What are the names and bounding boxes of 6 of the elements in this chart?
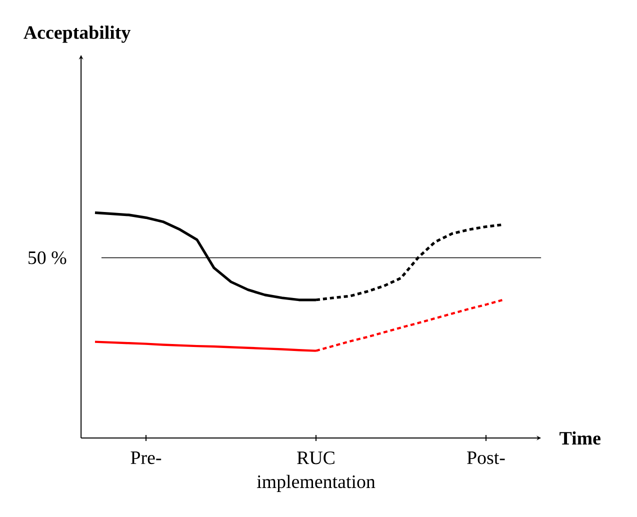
x-tick-label: RUC implementation <box>256 452 376 492</box>
x-tick-label: Post- <box>467 452 505 464</box>
chart-title: Acceptability <box>24 26 131 43</box>
x-tick-label: Pre- <box>130 452 162 464</box>
x-axis-title: Time <box>560 431 600 445</box>
text: 50 % <box>28 251 66 264</box>
